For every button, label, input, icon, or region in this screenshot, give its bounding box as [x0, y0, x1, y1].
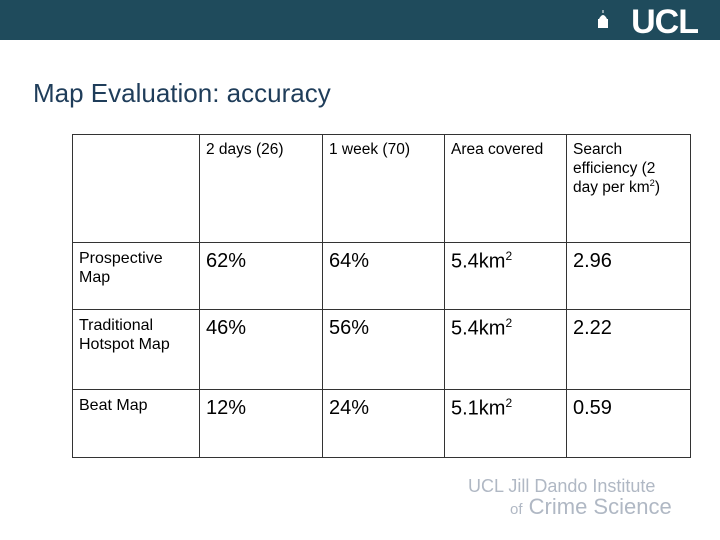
- cell-text: Beat Map: [79, 397, 148, 414]
- superscript: 2: [505, 249, 513, 263]
- table-cell: 5.1km2: [444, 389, 567, 458]
- table-cell: 62%: [199, 242, 323, 310]
- table-cell: 46%: [199, 309, 323, 390]
- header-bar: UCL: [0, 0, 720, 40]
- table-cell: Prospective Map: [72, 242, 200, 310]
- table-row: 2 days (26) 1 week (70) Area covered Search…: [72, 134, 691, 243]
- logo: UCL: [631, 3, 699, 41]
- cell-text: 64%: [329, 250, 370, 272]
- table-cell: 24%: [322, 389, 445, 458]
- table-cell: Beat Map: [72, 389, 200, 458]
- cell-text: 62%: [206, 250, 247, 272]
- table-cell: 1 week (70): [322, 134, 445, 243]
- cell-text: 2.96: [573, 250, 612, 272]
- cell-text: 12%: [206, 397, 247, 419]
- table-row: Prospective Map 62% 64% 5.4km2 2.96: [72, 242, 691, 310]
- table-row: Beat Map 12% 24% 5.1km2 0.59: [72, 389, 691, 458]
- footer-text: Crime Science: [528, 494, 672, 519]
- footer-text: of: [510, 501, 523, 518]
- table-cell: 5.4km2: [444, 309, 567, 390]
- cell-text: Area covered: [451, 141, 544, 158]
- table-cell: 12%: [199, 389, 323, 458]
- table-row: Traditional Hotspot Map 46% 56% 5.4km2 2.22: [72, 309, 691, 390]
- cell-text: 2.22: [573, 317, 612, 339]
- superscript: 2: [649, 178, 655, 189]
- cell-text: Search efficiency (2 day per km: [573, 141, 656, 197]
- table-cell: 0.59: [566, 389, 691, 458]
- table-cell: 64%: [322, 242, 445, 310]
- footer-logo: UCL Jill Dando Institute: [468, 476, 656, 496]
- cell-text: Prospective Map: [79, 250, 163, 287]
- table-cell: 56%: [322, 309, 445, 390]
- table-cell: Search efficiency (2 day per km2): [566, 134, 691, 243]
- table-cell: Area covered: [444, 134, 567, 243]
- superscript: 2: [505, 396, 513, 410]
- cell-text: 1 week (70): [329, 141, 410, 158]
- cell-text: Traditional Hotspot Map: [79, 317, 170, 354]
- superscript: 2: [505, 316, 513, 330]
- cell-text: 5.4km: [451, 250, 506, 273]
- slide-title: Map Evaluation: accuracy: [33, 78, 331, 108]
- cell-text: 5.1km: [451, 397, 506, 420]
- table-cell: 2.22: [566, 309, 691, 390]
- footer-logo: of Crime Science: [510, 494, 672, 520]
- logo-icon: [598, 10, 608, 28]
- table-cell: 2.96: [566, 242, 691, 310]
- cell-text: 2 days (26): [206, 141, 284, 158]
- table-cell: Traditional Hotspot Map: [72, 309, 200, 390]
- table-cell: [72, 134, 200, 243]
- cell-text: ): [654, 179, 661, 197]
- table-cell: 5.4km2: [444, 242, 567, 310]
- cell-text: 56%: [329, 317, 370, 339]
- cell-text: 0.59: [573, 397, 612, 419]
- table-cell: 2 days (26): [199, 134, 323, 243]
- cell-text: 24%: [329, 397, 370, 419]
- cell-text: 5.4km: [451, 317, 506, 340]
- table: 2 days (26) 1 week (70) Area covered Search…: [72, 134, 691, 458]
- cell-text: 46%: [206, 317, 247, 339]
